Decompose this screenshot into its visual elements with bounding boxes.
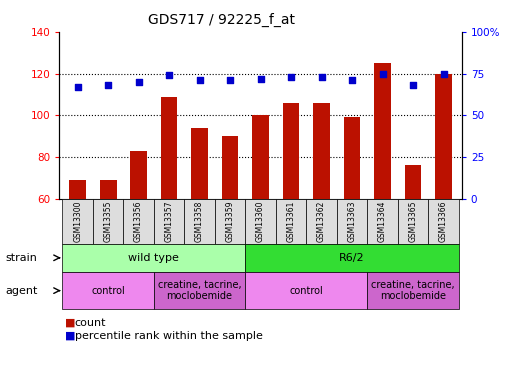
Text: GSM13356: GSM13356 xyxy=(134,201,143,242)
Bar xyxy=(435,74,452,199)
Bar xyxy=(154,272,245,309)
Bar xyxy=(367,199,398,244)
Bar xyxy=(222,136,238,199)
Text: creatine, tacrine,
moclobemide: creatine, tacrine, moclobemide xyxy=(158,280,241,302)
Text: GSM13359: GSM13359 xyxy=(225,201,235,242)
Bar xyxy=(245,244,459,272)
Text: GSM13365: GSM13365 xyxy=(409,201,417,242)
Bar xyxy=(252,116,269,199)
Point xyxy=(348,77,356,83)
Bar xyxy=(398,199,428,244)
Bar xyxy=(62,244,245,272)
Text: ■: ■ xyxy=(64,331,75,340)
Point xyxy=(440,70,448,76)
Text: creatine, tacrine,
moclobemide: creatine, tacrine, moclobemide xyxy=(371,280,455,302)
Point xyxy=(256,76,265,82)
Text: control: control xyxy=(91,286,125,296)
Bar xyxy=(160,96,178,199)
Point xyxy=(135,79,143,85)
Bar xyxy=(245,272,367,309)
Text: ■: ■ xyxy=(64,318,75,327)
Bar xyxy=(245,199,276,244)
Text: GSM13357: GSM13357 xyxy=(165,201,173,242)
Bar xyxy=(62,199,93,244)
Bar xyxy=(428,199,459,244)
Bar xyxy=(337,199,367,244)
Bar xyxy=(215,199,245,244)
Point xyxy=(378,70,386,76)
Point xyxy=(165,72,173,78)
Text: R6/2: R6/2 xyxy=(339,253,365,263)
Text: GSM13355: GSM13355 xyxy=(104,201,112,242)
Point xyxy=(287,74,295,80)
Text: control: control xyxy=(289,286,323,296)
Text: GSM13360: GSM13360 xyxy=(256,201,265,242)
Text: strain: strain xyxy=(5,253,37,263)
Bar xyxy=(405,165,422,199)
Text: GSM13358: GSM13358 xyxy=(195,201,204,242)
Point xyxy=(317,74,326,80)
Bar xyxy=(307,199,337,244)
Bar xyxy=(374,63,391,199)
Point xyxy=(73,84,82,90)
Bar xyxy=(62,272,154,309)
Text: GSM13362: GSM13362 xyxy=(317,201,326,242)
Point xyxy=(196,77,204,83)
Text: GSM13364: GSM13364 xyxy=(378,201,387,242)
Bar xyxy=(367,272,459,309)
Point xyxy=(226,77,234,83)
Bar xyxy=(184,199,215,244)
Text: GSM13363: GSM13363 xyxy=(348,201,357,242)
Text: count: count xyxy=(75,318,106,327)
Bar xyxy=(191,128,208,199)
Text: GSM13361: GSM13361 xyxy=(286,201,296,242)
Text: GSM13300: GSM13300 xyxy=(73,201,82,242)
Text: GSM13366: GSM13366 xyxy=(439,201,448,242)
Bar xyxy=(130,151,147,199)
Bar xyxy=(283,103,299,199)
Bar xyxy=(69,180,86,199)
Bar xyxy=(276,199,307,244)
Point xyxy=(104,82,112,88)
Bar xyxy=(123,199,154,244)
Text: wild type: wild type xyxy=(128,253,179,263)
Bar xyxy=(313,103,330,199)
Text: GDS717 / 92225_f_at: GDS717 / 92225_f_at xyxy=(149,13,295,27)
Text: agent: agent xyxy=(5,286,38,296)
Text: percentile rank within the sample: percentile rank within the sample xyxy=(75,331,263,340)
Bar xyxy=(344,117,361,199)
Bar xyxy=(154,199,184,244)
Bar xyxy=(100,180,117,199)
Point xyxy=(409,82,417,88)
Bar xyxy=(93,199,123,244)
